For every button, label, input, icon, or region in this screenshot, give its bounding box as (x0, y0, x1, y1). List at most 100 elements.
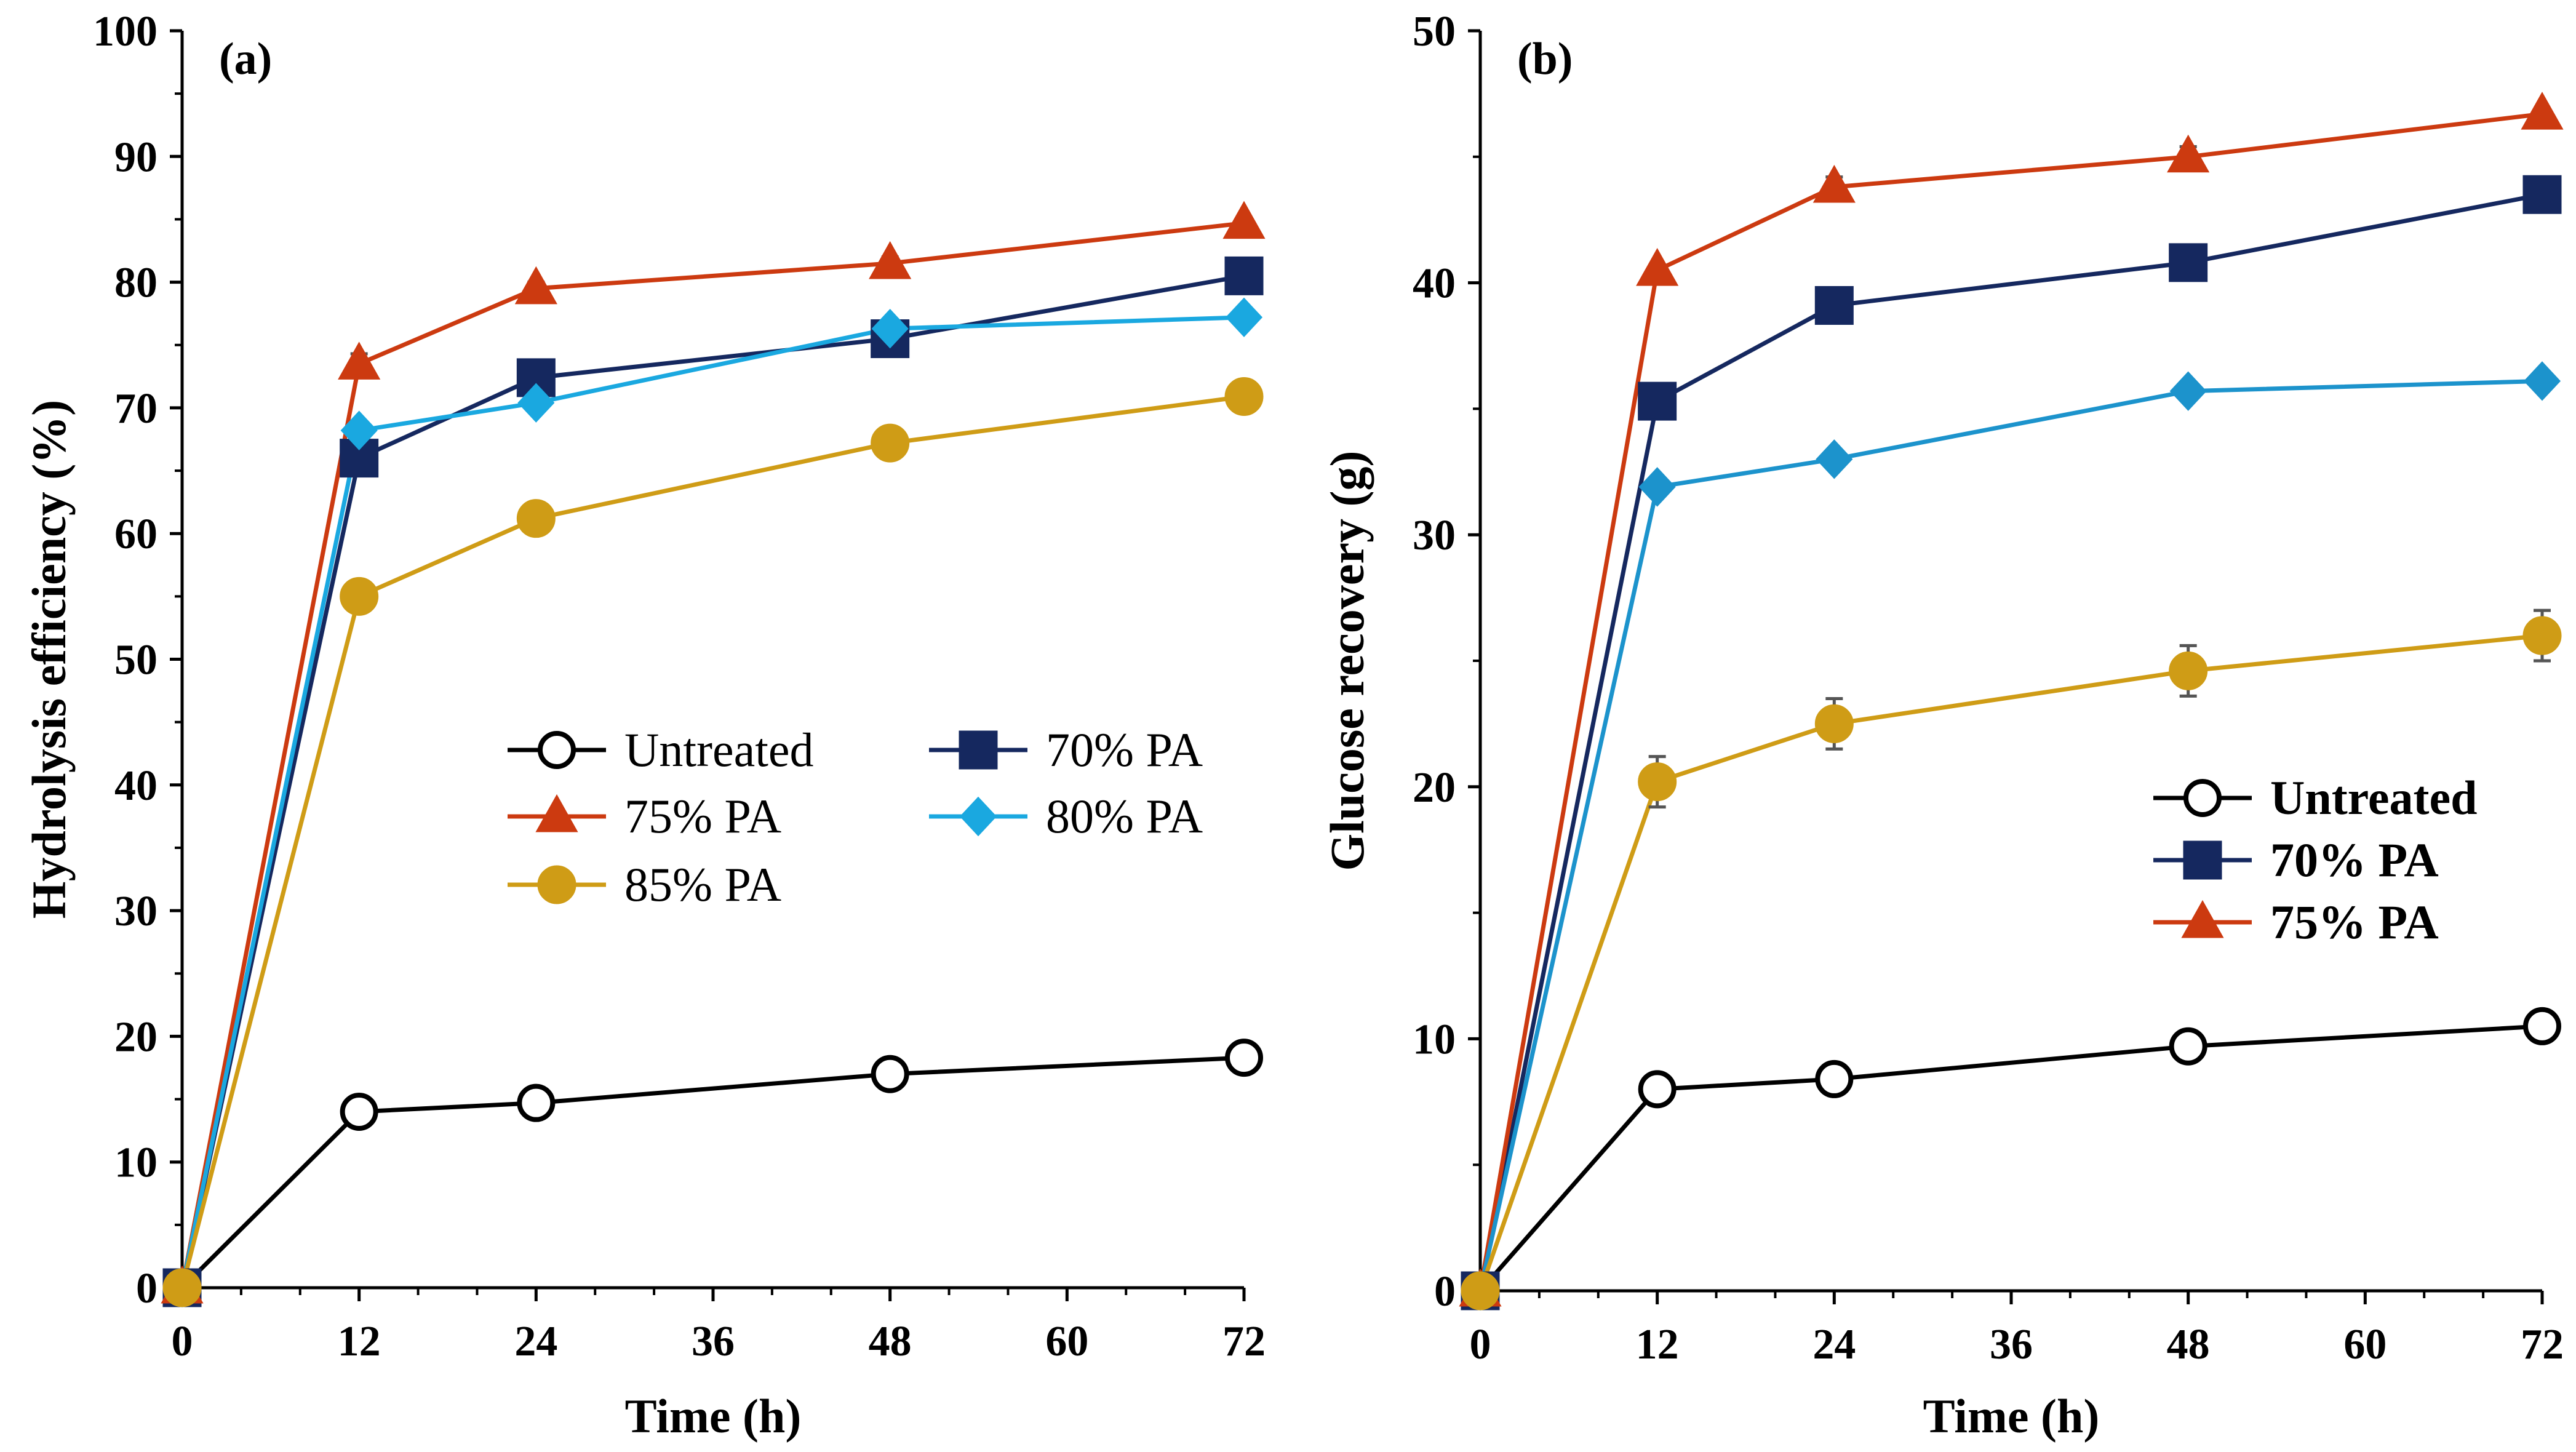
legend-label: 75% PA (2270, 895, 2439, 949)
legend-entry: Untreated (2153, 771, 2478, 824)
data-point (2169, 1027, 2207, 1066)
x-tick-label: 0 (1470, 1321, 1491, 1368)
data-point (1636, 248, 1679, 286)
y-tick-label: 10 (114, 1139, 158, 1187)
legend-marker (2183, 840, 2222, 880)
legend-marker (959, 796, 997, 837)
x-tick-label: 12 (338, 1318, 381, 1365)
y-tick-label: 40 (114, 762, 158, 810)
y-tick-label: 70 (114, 385, 158, 433)
data-point (340, 410, 378, 450)
panel-label: (a) (219, 34, 272, 84)
data-point (871, 423, 910, 463)
data-point (338, 341, 381, 380)
data-point (340, 439, 379, 478)
data-point (516, 499, 556, 538)
legend-label: 70% PA (2270, 833, 2439, 887)
data-point (1814, 704, 1854, 743)
y-tick-label: 10 (1413, 1016, 1456, 1063)
x-tick-label: 48 (869, 1318, 912, 1365)
data-point (1461, 1271, 1500, 1310)
data-point (871, 1055, 909, 1093)
legend-marker (2181, 900, 2224, 938)
data-point (1638, 1070, 1677, 1109)
x-tick-label: 12 (1636, 1321, 1679, 1368)
y-tick-label: 80 (114, 260, 158, 307)
series-line (180, 273, 1245, 1288)
data-point (162, 1268, 202, 1307)
legend-entry: 70% PA (929, 723, 1203, 776)
x-tick-label: 36 (1990, 1321, 2033, 1368)
data-point (1815, 1059, 1854, 1098)
data-point (1638, 381, 1677, 421)
legend-label: 85% PA (624, 858, 781, 911)
data-point (1224, 256, 1264, 295)
x-tick-label: 60 (2343, 1321, 2387, 1368)
data-point (1812, 164, 1856, 203)
legend-marker (535, 794, 578, 832)
data-point (516, 358, 556, 397)
data-point (1638, 467, 1676, 507)
legend: Untreated 70% PA 75% PA 80% PA 85% PA (508, 723, 1203, 911)
data-point (869, 241, 912, 279)
data-point (1222, 201, 1266, 239)
x-axis-title: Time (h) (1923, 1389, 2100, 1443)
data-point (2169, 371, 2207, 411)
x-tick-label: 0 (172, 1318, 193, 1365)
y-tick-label: 20 (1413, 764, 1456, 812)
data-point (2523, 361, 2561, 401)
legend-label: Untreated (624, 723, 814, 776)
data-point (1225, 1039, 1263, 1077)
data-point (1816, 439, 1853, 479)
legend-entry: 85% PA (508, 858, 781, 911)
legend-entry: 75% PA (2153, 895, 2439, 949)
data-point (871, 308, 909, 349)
y-tick-label: 0 (136, 1265, 158, 1312)
data-point (1814, 285, 1854, 325)
data-point (340, 1092, 378, 1131)
series-line (1478, 192, 2543, 1291)
y-tick-label: 40 (1413, 260, 1456, 308)
legend: Untreated 70% PA 75% PA (2153, 771, 2478, 949)
legend-label: 70% PA (1046, 723, 1203, 776)
data-point (2522, 175, 2562, 214)
legend-marker (538, 731, 576, 769)
chart-panel-a: 0 10 20 30 40 50 60 70 80 90 100 0 12 24 36 48 60 72 Time … (22, 8, 1266, 1443)
legend-label: 80% PA (1046, 789, 1203, 843)
y-tick-label: 20 (114, 1013, 158, 1061)
y-tick-label: 100 (93, 8, 158, 55)
y-tick-label: 30 (1413, 512, 1456, 559)
data-point (2169, 243, 2208, 282)
series-line (1478, 633, 2543, 1292)
y-tick-label: 60 (114, 511, 158, 558)
data-point (1225, 297, 1263, 338)
data-point (1224, 377, 1264, 417)
y-tick-label: 50 (1413, 8, 1456, 55)
legend-entry: Untreated (508, 723, 814, 776)
x-tick-label: 24 (1812, 1321, 1856, 1368)
data-point (517, 383, 555, 423)
legend-marker (537, 865, 576, 904)
data-point (2523, 1007, 2561, 1045)
data-point (340, 576, 379, 616)
data-point (2167, 134, 2210, 173)
legend-label: Untreated (2270, 771, 2478, 824)
legend-entry: 70% PA (2153, 833, 2439, 887)
series-line (1478, 1024, 2543, 1293)
data-point (517, 1083, 556, 1122)
data-point (2522, 616, 2562, 655)
legend-marker (2183, 779, 2222, 817)
data-point (1638, 762, 1677, 802)
y-tick-label: 30 (114, 888, 158, 935)
legend-entry: 75% PA (508, 789, 781, 843)
data-point (514, 266, 557, 305)
y-axis-title: Glucose recovery (g) (1320, 451, 1374, 871)
x-tick-label: 36 (692, 1318, 735, 1365)
data-point (2521, 92, 2564, 130)
legend-marker (959, 730, 998, 770)
legend-entry: 80% PA (929, 789, 1203, 843)
legend-label: 75% PA (624, 789, 781, 843)
x-tick-label: 48 (2167, 1321, 2210, 1368)
series-line (180, 1055, 1245, 1290)
